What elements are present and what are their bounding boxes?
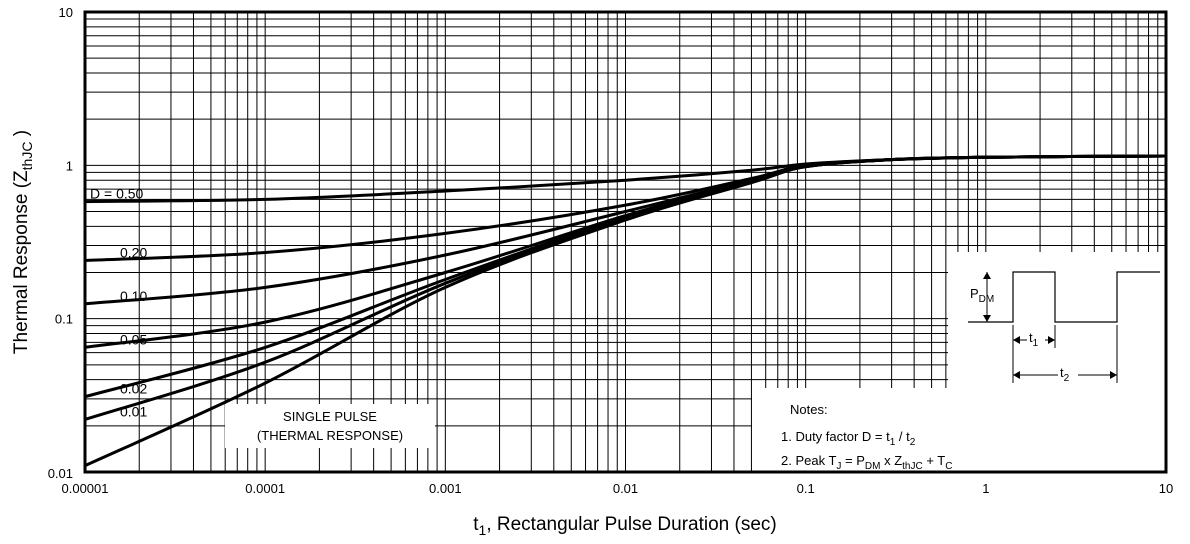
- y-tick-label: 0.01: [48, 466, 73, 481]
- x-tick-labels: 0.00001 0.0001 0.001 0.01 0.1 1 10: [62, 481, 1174, 496]
- x-tick-label: 0.01: [613, 481, 638, 496]
- curve-label-4: 0.02: [120, 381, 147, 397]
- curves: [83, 154, 1168, 468]
- curve-label-1: 0.20: [120, 244, 147, 260]
- t1-arrow-left-icon: [1013, 336, 1020, 344]
- notes-heading: Notes:: [790, 402, 828, 417]
- x-tick-label: 10: [1159, 481, 1173, 496]
- curve-label-3: 0.05: [120, 331, 147, 347]
- t2-arrow-right-icon: [1110, 371, 1117, 379]
- pdm-arrow-up-icon: [983, 272, 991, 279]
- notes-line-2: 2. Peak TJ = PDM x ZthJC + TC: [781, 453, 952, 472]
- y-tick-label: 10: [59, 5, 73, 20]
- curve-label-5: 0.01: [120, 403, 147, 419]
- t2-arrow-left-icon: [1013, 371, 1020, 379]
- t1-label: t1: [1029, 330, 1039, 349]
- curve-labels: D = 0.50 0.20 0.10 0.05 0.02 0.01: [90, 186, 147, 420]
- single-pulse-label-line1: SINGLE PULSE: [283, 409, 377, 424]
- pdm-label: PDM: [970, 286, 994, 305]
- pulse-waveform-diagram: PDM t1 t2: [968, 271, 1160, 384]
- pulse-waveform: [968, 271, 1160, 323]
- y-tick-labels: 0.01 0.1 1 10: [48, 5, 73, 481]
- x-tick-label: 0.1: [797, 481, 815, 496]
- notes-line-1: 1. Duty factor D = t1 / t2: [781, 429, 916, 448]
- x-tick-label: 0.0001: [245, 481, 285, 496]
- curve-label-0: D = 0.50: [90, 186, 144, 202]
- x-axis-title: t1, Rectangular Pulse Duration (sec): [473, 514, 777, 538]
- curve-series-6: [83, 154, 1168, 468]
- single-pulse-label-line2: (THERMAL RESPONSE): [257, 428, 403, 443]
- t1-arrow-right-icon: [1048, 336, 1055, 344]
- notes-box: [752, 388, 1166, 472]
- x-tick-label: 0.001: [429, 481, 462, 496]
- plot-frame: [83, 10, 1168, 474]
- x-tick-label: 1: [982, 481, 989, 496]
- x-tick-label: 0.00001: [62, 481, 109, 496]
- y-tick-label: 1: [66, 158, 73, 173]
- y-axis-title: Thermal Response (ZthJC ): [11, 130, 35, 354]
- single-pulse-label-box: [225, 404, 435, 448]
- pdm-arrow-down-icon: [983, 315, 991, 322]
- t2-label: t2: [1060, 365, 1070, 384]
- waveform-box: [948, 252, 1166, 388]
- curve-label-2: 0.10: [120, 288, 147, 304]
- y-tick-label: 0.1: [55, 312, 73, 327]
